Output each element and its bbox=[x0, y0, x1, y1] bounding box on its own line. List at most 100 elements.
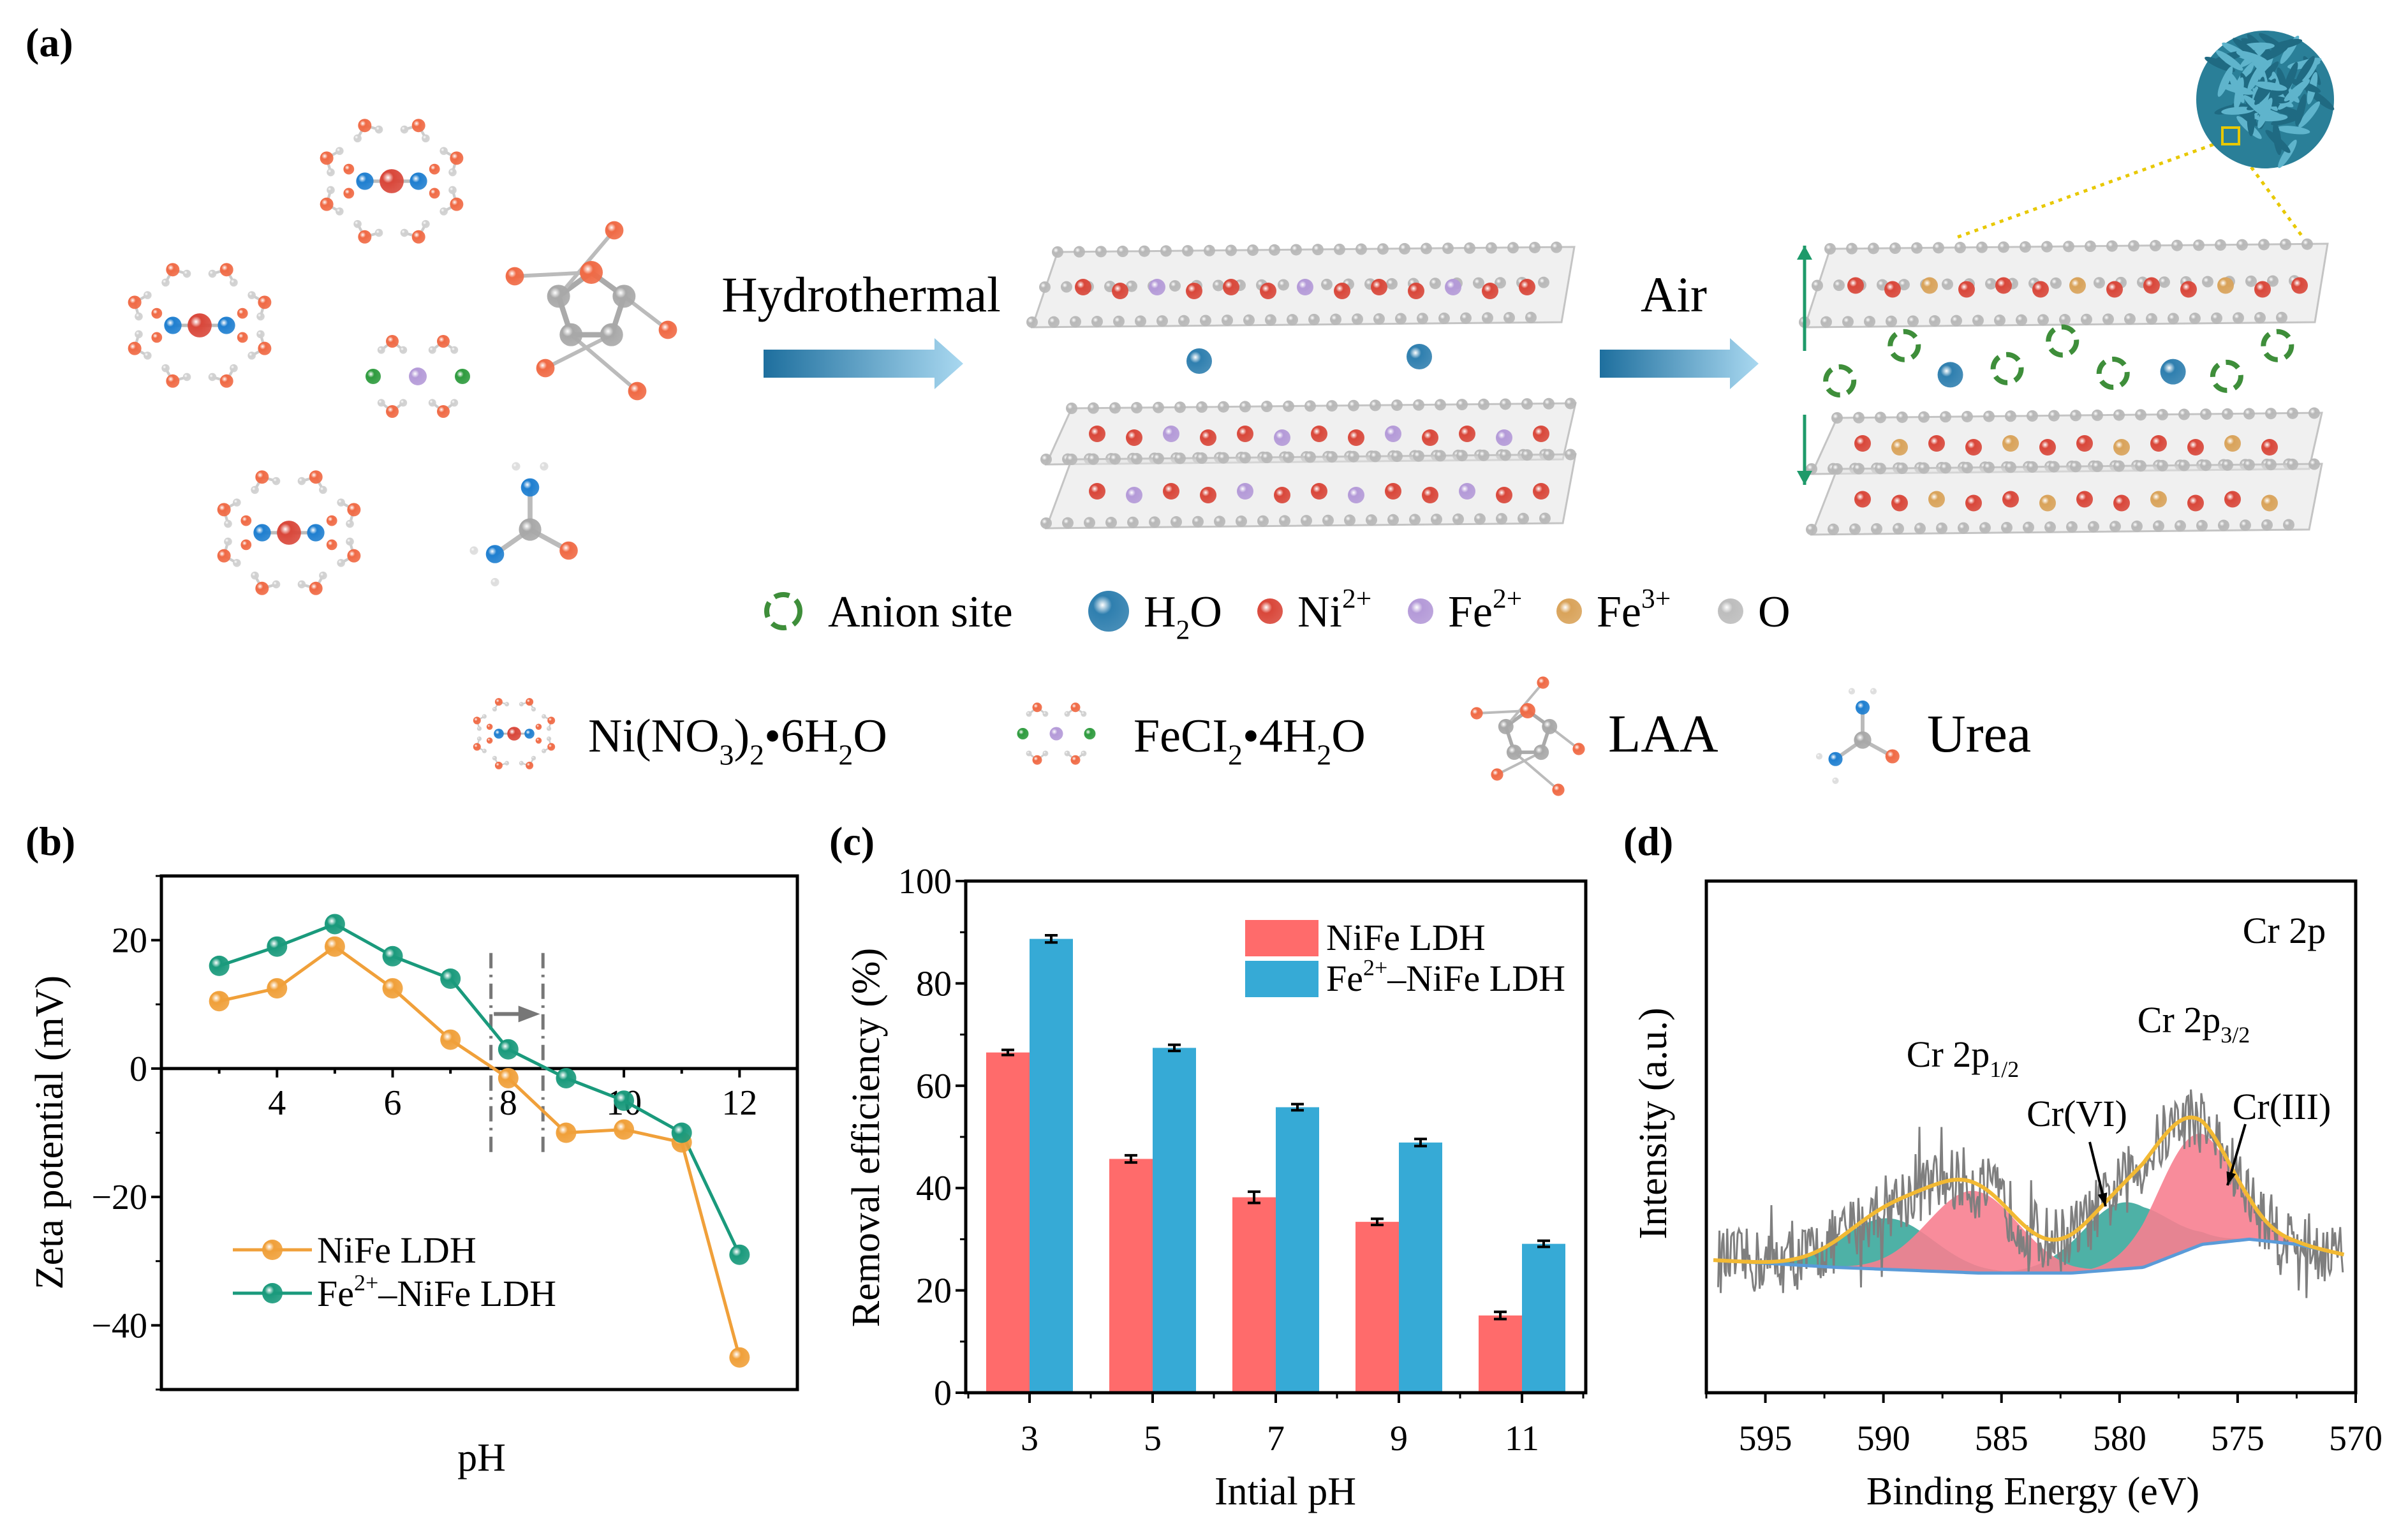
oxygen-icon bbox=[505, 267, 524, 286]
hydrogen-icon bbox=[135, 330, 143, 339]
hydrogen-icon bbox=[531, 755, 536, 760]
hydrogen-icon bbox=[491, 577, 499, 587]
oxygen-atom-icon bbox=[2157, 408, 2168, 420]
component-peak-3 bbox=[1713, 1133, 2344, 1273]
metal-ion-icon bbox=[1237, 483, 1253, 500]
hydrogen-icon bbox=[327, 168, 335, 177]
ldh-layer bbox=[1040, 397, 1577, 466]
oxygen-atom-icon bbox=[1460, 312, 1472, 324]
oxygen-atom-icon bbox=[1954, 242, 1966, 254]
carbon-icon bbox=[612, 285, 636, 308]
oxygen-icon bbox=[217, 549, 231, 563]
anion-site-icon bbox=[1887, 329, 1921, 362]
metal-ion-icon bbox=[1965, 439, 1982, 456]
oxygen-atom-icon bbox=[1088, 453, 1099, 465]
oxygen-atom-icon bbox=[1348, 399, 1359, 412]
oxygen-atom-icon bbox=[2178, 408, 2190, 420]
y-axis-label: Intensity (a.u.) bbox=[1632, 1007, 1675, 1239]
fe2-nife-ldh-structure bbox=[1026, 241, 1577, 530]
oxygen-atom-icon bbox=[1864, 316, 1875, 328]
metal-ion-icon bbox=[1459, 426, 1475, 442]
hydrogen-icon bbox=[230, 364, 238, 373]
oxygen-atom-icon bbox=[1091, 316, 1103, 328]
oxygen-atom-icon bbox=[1326, 451, 1338, 463]
error-bar bbox=[1537, 1239, 1550, 1249]
data-point-0 bbox=[498, 1067, 519, 1088]
oxygen-atom-icon bbox=[2265, 459, 2277, 471]
bar-1 bbox=[1030, 938, 1073, 1393]
y-tick-label: 0 bbox=[934, 1374, 952, 1413]
metal-ion-icon bbox=[2113, 439, 2130, 456]
data-point-0 bbox=[209, 991, 230, 1012]
petal bbox=[2257, 98, 2273, 129]
bar-0 bbox=[1355, 1222, 1399, 1393]
oxygen-atom-icon bbox=[2094, 277, 2105, 289]
anion-site-icon bbox=[1823, 364, 1857, 398]
hydrogen-icon bbox=[230, 278, 238, 287]
oxygen-atom-icon bbox=[1153, 452, 1164, 464]
oxygen-atom-icon bbox=[1983, 461, 1995, 473]
oxygen-atom-icon bbox=[1936, 522, 1947, 534]
structure-legend: Anion site H2O Ni2+ Fe2+ Fe3+ O bbox=[764, 584, 1791, 646]
petal bbox=[2236, 50, 2268, 64]
nitrogen-icon bbox=[307, 524, 325, 542]
oxygen-atom-icon bbox=[1503, 311, 1515, 323]
oxygen-icon bbox=[151, 332, 163, 343]
hydrogen-icon bbox=[346, 537, 354, 546]
petal bbox=[2278, 139, 2297, 168]
metal-ion-icon bbox=[2187, 439, 2204, 456]
hydrogen-icon bbox=[1081, 711, 1087, 717]
metal-ion-icon bbox=[1348, 487, 1364, 503]
oxygen-atom-icon bbox=[2135, 460, 2146, 472]
hydrogen-icon bbox=[519, 702, 524, 707]
hydrogen-icon bbox=[1848, 688, 1856, 695]
oxygen-atom-icon bbox=[1985, 278, 1997, 290]
y-tick-label: 60 bbox=[916, 1067, 952, 1106]
oxygen-atom-icon bbox=[1500, 449, 1511, 461]
data-point-1 bbox=[556, 1067, 577, 1088]
oxygen-icon bbox=[219, 374, 233, 388]
x-tick-label: 570 bbox=[2329, 1419, 2382, 1458]
oxygen-icon bbox=[429, 188, 440, 199]
peak-label-cr2p32: Cr 2p3/2 bbox=[2138, 999, 2250, 1048]
hydrogen-icon bbox=[233, 559, 241, 567]
layer-plane bbox=[1803, 242, 2329, 329]
oxygen-atom-icon bbox=[2106, 240, 2118, 252]
hydrogen-icon bbox=[448, 186, 457, 195]
metal-ion-icon bbox=[1884, 281, 1901, 298]
hydrogen-icon bbox=[1832, 777, 1839, 784]
oxygen-atom-icon bbox=[1066, 403, 1077, 414]
data-point-1 bbox=[267, 936, 288, 957]
oxygen-icon bbox=[1032, 755, 1042, 765]
metal-ion-icon bbox=[2032, 281, 2049, 298]
hydrogen-icon bbox=[1026, 750, 1032, 757]
hydrogen-icon bbox=[1042, 750, 1049, 757]
data-point-1 bbox=[382, 945, 403, 967]
legend-swatch bbox=[1245, 961, 1318, 997]
metal-ion-icon bbox=[2150, 435, 2167, 452]
metal-ion-icon bbox=[1995, 277, 2012, 294]
hydrogen-icon bbox=[208, 269, 217, 278]
oxygen-icon bbox=[494, 761, 503, 769]
x-tick-label: 6 bbox=[384, 1083, 402, 1123]
oxygen-icon bbox=[535, 723, 542, 730]
oxygen-atom-icon bbox=[1438, 312, 1450, 324]
hydrogen-icon bbox=[512, 462, 521, 471]
hydrogen-icon bbox=[1081, 750, 1087, 757]
oxygen-atom-icon bbox=[1565, 449, 1576, 461]
metal-ion-icon bbox=[1847, 277, 1864, 294]
x-tick-label: 5 bbox=[1144, 1419, 1162, 1458]
oxygen-atom-icon bbox=[1824, 243, 1836, 255]
oxygen-atom-icon bbox=[1543, 397, 1555, 410]
hydrogen-icon bbox=[476, 736, 482, 741]
y-axis-label: Zeta potential (mV) bbox=[28, 975, 71, 1289]
oxygen-atom-icon bbox=[1435, 450, 1446, 462]
oxygen-atom-icon bbox=[2222, 459, 2233, 471]
oxygen-atom-icon bbox=[1486, 242, 1497, 254]
oxygen-atom-icon bbox=[2041, 241, 2053, 253]
oxygen-icon bbox=[343, 188, 355, 199]
hydrogen-icon bbox=[144, 291, 152, 299]
metal-ion-icon bbox=[1385, 426, 1401, 442]
oxygen-atom-icon bbox=[1821, 316, 1832, 328]
